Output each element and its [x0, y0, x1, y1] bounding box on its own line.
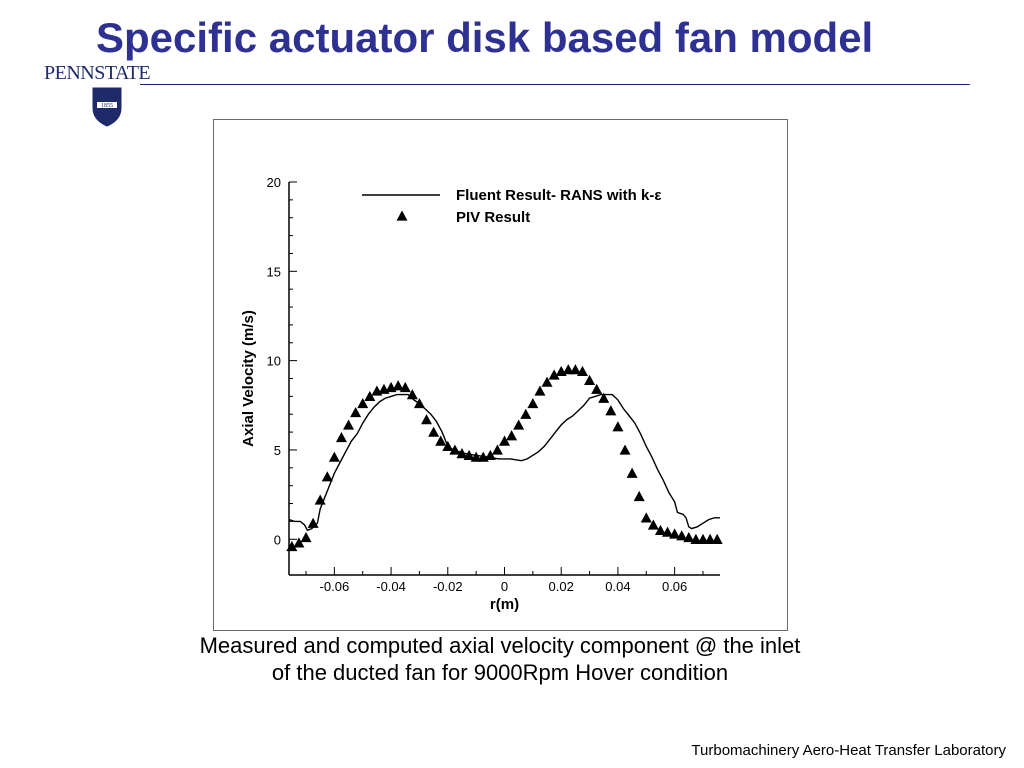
- piv-result-point: [314, 494, 326, 505]
- x-tick-label: 0.04: [605, 579, 630, 594]
- x-tick-label: 0.06: [662, 579, 687, 594]
- piv-result-point: [576, 365, 588, 377]
- piv-result-point: [328, 451, 340, 462]
- x-tick-label: 0: [501, 579, 508, 594]
- piv-result-point: [435, 435, 447, 446]
- piv-result-point: [442, 440, 454, 452]
- x-axis-label: r(m): [490, 596, 519, 613]
- piv-result-point: [647, 519, 659, 530]
- piv-result-point: [520, 408, 532, 419]
- piv-result-point: [612, 421, 624, 432]
- title-divider: [140, 84, 970, 85]
- y-tick-label: 5: [274, 443, 281, 458]
- piv-result-point: [470, 451, 482, 462]
- legend-label-fluent: Fluent Result- RANS with k-ε: [456, 187, 661, 204]
- y-tick-label: 20: [267, 175, 281, 190]
- piv-result-point: [527, 398, 539, 409]
- piv-result-point: [669, 528, 681, 539]
- piv-result-point: [364, 390, 376, 402]
- piv-result-point: [633, 490, 645, 502]
- piv-result-point: [499, 435, 510, 446]
- piv-result-point: [491, 444, 503, 455]
- caption-line-1: Measured and computed axial velocity com…: [199, 633, 801, 658]
- piv-result-point: [513, 419, 525, 430]
- piv-result-point: [428, 426, 440, 437]
- piv-result-point: [421, 414, 433, 425]
- legend-triangle-swatch: [396, 210, 408, 221]
- figure-caption: Measured and computed axial velocity com…: [120, 632, 880, 686]
- piv-result-point: [697, 533, 709, 544]
- piv-result-point: [357, 398, 369, 409]
- penn-state-shield-icon: 1855: [92, 87, 122, 127]
- piv-result-point: [562, 364, 574, 375]
- y-axis-label: Axial Velocity (m/s): [240, 310, 257, 447]
- piv-result-point: [640, 512, 652, 523]
- piv-result-point: [654, 524, 666, 536]
- caption-line-2: of the ducted fan for 9000Rpm Hover cond…: [271, 660, 729, 685]
- y-tick-label: 10: [267, 354, 281, 369]
- slide-title: Specific actuator disk based fan model: [96, 14, 874, 61]
- piv-result-point: [335, 431, 347, 443]
- piv-result-point: [534, 385, 546, 396]
- piv-result-point: [506, 430, 518, 441]
- piv-result-point: [591, 383, 603, 394]
- x-tick-label: -0.02: [433, 579, 463, 594]
- penn-state-logo: PENNSTATE 1855: [44, 62, 151, 128]
- piv-result-point: [569, 364, 581, 375]
- piv-result-point: [548, 369, 560, 380]
- piv-result-point: [406, 389, 418, 400]
- piv-result-point: [456, 448, 468, 459]
- y-tick-label: 15: [267, 264, 281, 279]
- logo-seal-year: 1855: [101, 103, 113, 109]
- figure-frame: Fluent Result- RANS with k-ε PIV Result 0…: [213, 119, 788, 631]
- x-tick-label: -0.04: [376, 579, 406, 594]
- piv-result-point: [392, 380, 404, 391]
- piv-result-point: [711, 533, 723, 544]
- legend-label-piv: PIV Result: [456, 209, 530, 226]
- piv-result-point: [350, 406, 362, 418]
- piv-result-point: [584, 374, 596, 385]
- piv-result-point: [598, 392, 610, 403]
- footer-lab-name: Turbomachinery Aero-Heat Transfer Labora…: [691, 742, 1006, 759]
- piv-result-point: [307, 517, 319, 528]
- piv-result-point: [484, 449, 496, 460]
- piv-result-point: [704, 533, 716, 544]
- x-tick-label: 0.02: [549, 579, 574, 594]
- velocity-chart: Fluent Result- RANS with k-ε PIV Result 0…: [240, 175, 723, 613]
- piv-result-point: [300, 531, 312, 543]
- piv-result-point: [343, 419, 355, 430]
- piv-result-point: [690, 533, 702, 544]
- piv-result-point: [399, 381, 411, 393]
- piv-result-point: [449, 444, 461, 455]
- piv-result-point: [463, 449, 475, 460]
- chart-axes: 0 5 10 15 20 -0.06 -0.04 -0.02 0 0.02 0.04 0.06 r(m)…: [240, 175, 720, 613]
- x-tick-label: -0.06: [320, 579, 350, 594]
- fluent-result-line: [288, 393, 720, 532]
- chart-series: [286, 364, 723, 552]
- piv-result-point: [619, 444, 631, 455]
- chart-legend: Fluent Result- RANS with k-ε PIV Result: [362, 187, 661, 226]
- piv-result-point: [626, 467, 638, 478]
- logo-wordmark: PENNSTATE: [44, 62, 151, 84]
- piv-result-point: [676, 530, 688, 541]
- piv-result-point: [605, 405, 617, 416]
- piv-result-point: [413, 398, 425, 409]
- y-tick-label: 0: [274, 532, 281, 547]
- piv-result-point: [683, 531, 695, 543]
- piv-result-point: [662, 526, 674, 537]
- piv-result-point: [293, 537, 305, 548]
- piv-result-point: [541, 376, 553, 387]
- piv-result-point: [321, 471, 333, 482]
- piv-result-point: [286, 540, 298, 552]
